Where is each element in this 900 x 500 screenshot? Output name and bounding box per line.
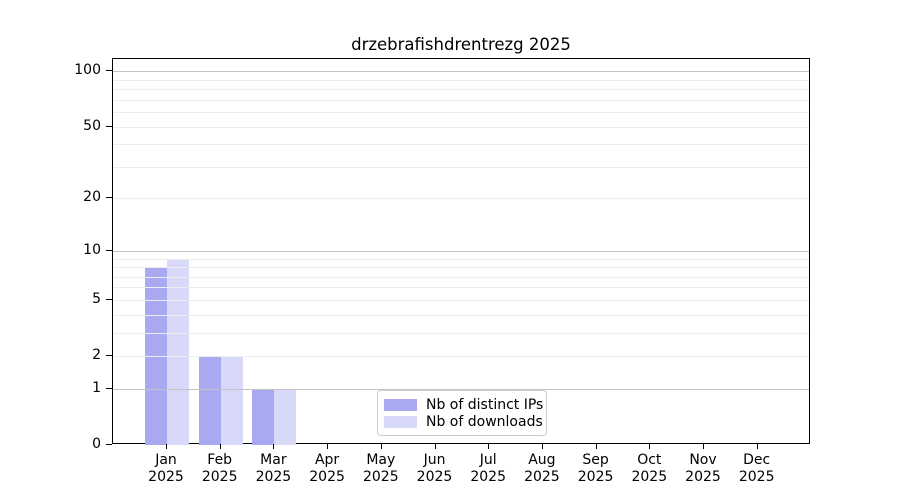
grid-layer bbox=[113, 59, 809, 443]
gridline-minor-20 bbox=[113, 198, 809, 200]
gridline-minor-7 bbox=[113, 276, 809, 278]
y-tick-label-10: 10 bbox=[83, 241, 101, 258]
y-tick-5 bbox=[106, 298, 112, 300]
y-tick-100 bbox=[106, 70, 112, 72]
x-tick-label-nov: Nov 2025 bbox=[685, 452, 721, 485]
y-tick-label-2: 2 bbox=[92, 347, 101, 364]
x-tick-label-oct: Oct 2025 bbox=[631, 452, 668, 485]
y-tick-2 bbox=[106, 355, 112, 357]
x-tick-label-dec: Dec 2025 bbox=[738, 452, 775, 485]
y-tick-label-0: 0 bbox=[92, 436, 101, 452]
gridline-minor-90 bbox=[113, 79, 809, 81]
gridline-minor-40 bbox=[113, 144, 809, 146]
gridline-minor-3 bbox=[113, 332, 809, 334]
y-tick-1 bbox=[106, 387, 112, 389]
bar-nb-of-distinct-ips-jan bbox=[145, 267, 167, 445]
chart-title: drzebrafishdrentrezg 2025 bbox=[351, 35, 571, 54]
x-tick-label-jul: Jul 2025 bbox=[470, 452, 506, 485]
x-tick-mar bbox=[273, 444, 275, 449]
x-tick-aug bbox=[541, 444, 543, 449]
x-tick-label-aug: Aug 2025 bbox=[524, 452, 560, 485]
legend-label-distinct-ips: Nb of distinct IPs bbox=[426, 396, 544, 413]
gridline-minor-4 bbox=[113, 314, 809, 316]
gridline-minor-70 bbox=[113, 99, 809, 101]
legend-label-downloads: Nb of downloads bbox=[426, 413, 543, 430]
y-tick-10 bbox=[106, 249, 112, 251]
x-tick-label-mar: Mar 2025 bbox=[255, 452, 292, 485]
y-tick-label-5: 5 bbox=[92, 290, 101, 307]
x-tick-feb bbox=[219, 444, 221, 449]
x-tick-apr bbox=[327, 444, 329, 449]
bar-nb-of-downloads-feb bbox=[220, 356, 243, 445]
gridline-major-1 bbox=[113, 388, 809, 390]
x-tick-label-jan: Jan 2025 bbox=[148, 452, 184, 485]
y-tick-0 bbox=[106, 444, 112, 445]
x-tick-label-sep: Sep 2025 bbox=[577, 452, 614, 485]
plot-area bbox=[112, 58, 810, 445]
gridline-minor-30 bbox=[113, 166, 809, 168]
legend-swatch-downloads-icon bbox=[384, 415, 417, 428]
y-tick-50 bbox=[106, 125, 112, 127]
gridline-major-10 bbox=[113, 250, 809, 252]
x-tick-oct bbox=[649, 444, 651, 449]
x-tick-label-apr: Apr 2025 bbox=[309, 452, 345, 485]
bar-nb-of-downloads-jan bbox=[167, 258, 189, 445]
x-tick-label-feb: Feb 2025 bbox=[201, 452, 238, 485]
gridline-minor-5 bbox=[113, 299, 809, 301]
y-tick-label-50: 50 bbox=[83, 117, 101, 134]
y-tick-label-100: 100 bbox=[74, 62, 101, 79]
x-tick-may bbox=[380, 444, 382, 449]
x-tick-dec bbox=[756, 444, 758, 449]
gridline-minor-80 bbox=[113, 89, 809, 91]
y-tick-label-20: 20 bbox=[83, 189, 101, 206]
x-tick-jun bbox=[434, 444, 436, 449]
x-tick-nov bbox=[703, 444, 704, 449]
bars-layer bbox=[113, 59, 809, 445]
bar-nb-of-distinct-ips-mar bbox=[252, 388, 275, 445]
x-tick-label-jun: Jun 2025 bbox=[416, 452, 453, 485]
x-tick-jul bbox=[488, 444, 490, 449]
y-tick-20 bbox=[106, 197, 112, 199]
gridline-minor-9 bbox=[113, 258, 809, 260]
x-tick-sep bbox=[595, 444, 597, 449]
gridline-minor-50 bbox=[113, 126, 809, 128]
legend-item-distinct-ips: Nb of distinct IPs bbox=[384, 396, 543, 413]
gridline-minor-8 bbox=[113, 267, 809, 269]
x-tick-jan bbox=[166, 444, 167, 449]
gridline-minor-2 bbox=[113, 356, 809, 358]
gridline-minor-6 bbox=[113, 287, 809, 289]
gridline-major-100 bbox=[113, 71, 809, 73]
legend: Nb of distinct IPs Nb of downloads bbox=[377, 390, 547, 436]
bar-nb-of-distinct-ips-feb bbox=[198, 356, 221, 445]
bar-nb-of-downloads-mar bbox=[274, 388, 297, 445]
gridline-minor-60 bbox=[113, 112, 809, 114]
legend-item-downloads: Nb of downloads bbox=[384, 413, 543, 430]
x-tick-label-may: May 2025 bbox=[362, 452, 399, 485]
y-tick-label-1: 1 bbox=[92, 379, 101, 396]
legend-swatch-distinct-ips-icon bbox=[384, 398, 417, 411]
